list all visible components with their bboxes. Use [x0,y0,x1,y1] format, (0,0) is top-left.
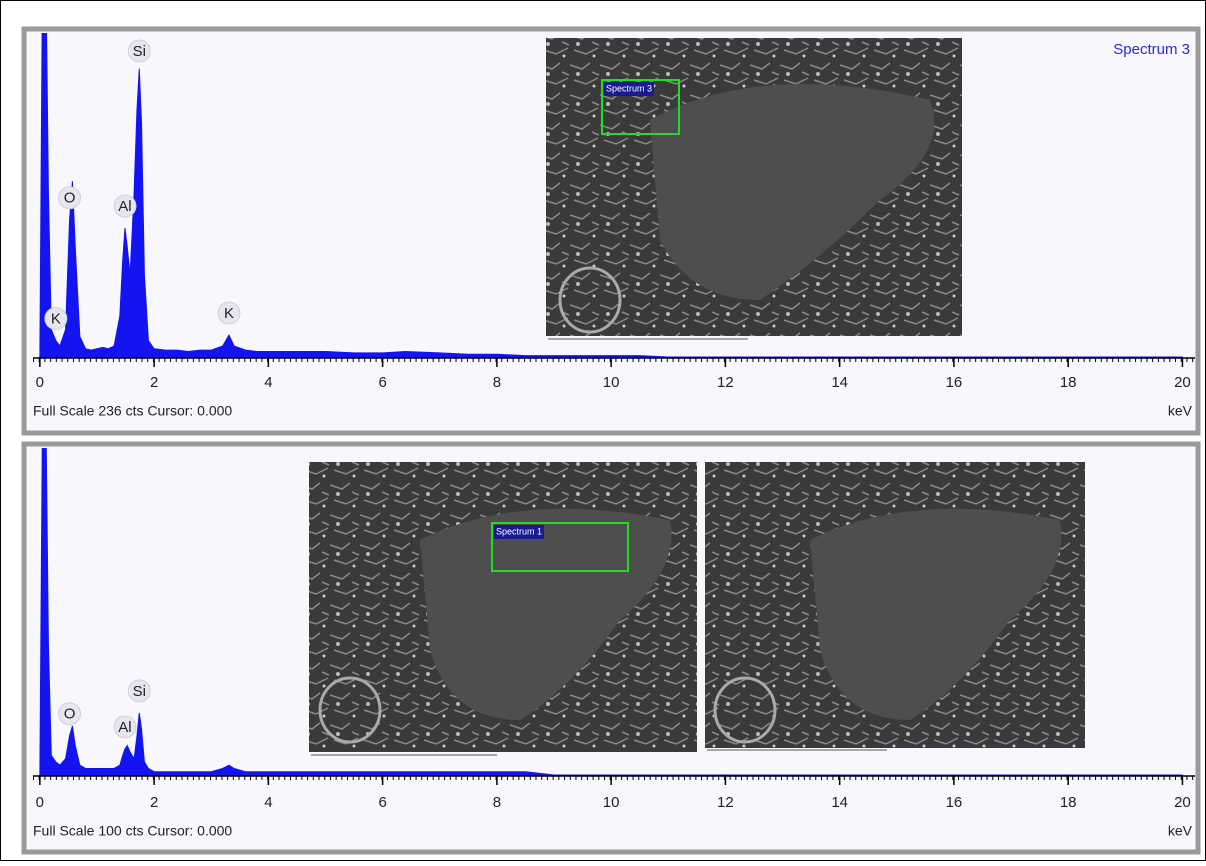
x-tick-label: 2 [150,374,158,391]
x-tick-label: 0 [36,794,44,811]
x-tick-label: 10 [603,794,620,811]
x-tick-label: 10 [603,374,620,391]
x-axis-unit: keV [1168,823,1193,839]
peak-label: Al [118,198,131,215]
peak-label-bubble [113,194,137,218]
x-tick-label: 4 [264,794,272,811]
sem-region [810,508,1062,720]
x-axis-unit: keV [1168,403,1193,419]
x-tick-label: 12 [717,794,734,811]
x-tick-label: 4 [264,374,272,391]
footer-text: Full Scale 100 cts Cursor: 0.000 [33,823,232,839]
x-tick-label: 8 [493,374,501,391]
sem-region [558,266,622,334]
peak-label-bubble [127,679,151,703]
sem-region [650,84,935,300]
spectrum-area [39,448,1183,776]
selection-label-bg [604,82,654,96]
peak-label: Si [133,683,146,700]
peak-label: K [51,310,61,327]
x-tick-label: 16 [946,374,963,391]
sem-region [713,676,777,744]
peak-label-bubble [58,702,82,726]
peak-label: O [64,706,76,723]
peak-label: K [224,305,234,322]
selection-box [601,79,680,135]
selection-label-bg [494,525,544,539]
x-tick-label: 6 [378,794,386,811]
peak-label: Al [118,719,131,736]
x-tick-label: 18 [1060,374,1077,391]
x-tick-label: 20 [1174,374,1191,391]
selection-label: Spectrum 1 [496,526,542,536]
sem-region [318,676,382,744]
peak-label-bubble [113,715,137,739]
x-tick-label: 14 [831,794,848,811]
selection-box [491,522,629,572]
x-tick-label: 16 [946,794,963,811]
spectrum-area [39,33,1183,358]
sem-region [420,508,672,720]
peak-label: O [64,190,76,207]
footer-text: Full Scale 236 cts Cursor: 0.000 [33,403,232,419]
x-tick-label: 18 [1060,794,1077,811]
peak-label: Si [133,43,146,60]
x-tick-label: 20 [1174,794,1191,811]
x-tick-label: 8 [493,794,501,811]
x-tick-label: 12 [717,374,734,391]
x-tick-label: 2 [150,794,158,811]
peak-label-bubble [58,186,82,210]
spectrum-title: Spectrum 3 [1113,41,1190,58]
x-tick-label: 0 [36,374,44,391]
x-tick-label: 6 [378,374,386,391]
x-tick-label: 14 [831,374,848,391]
peak-label-bubble [127,39,151,63]
selection-label: Spectrum 3 [606,83,652,93]
peak-label-bubble [217,301,241,325]
peak-label-bubble [44,307,68,331]
